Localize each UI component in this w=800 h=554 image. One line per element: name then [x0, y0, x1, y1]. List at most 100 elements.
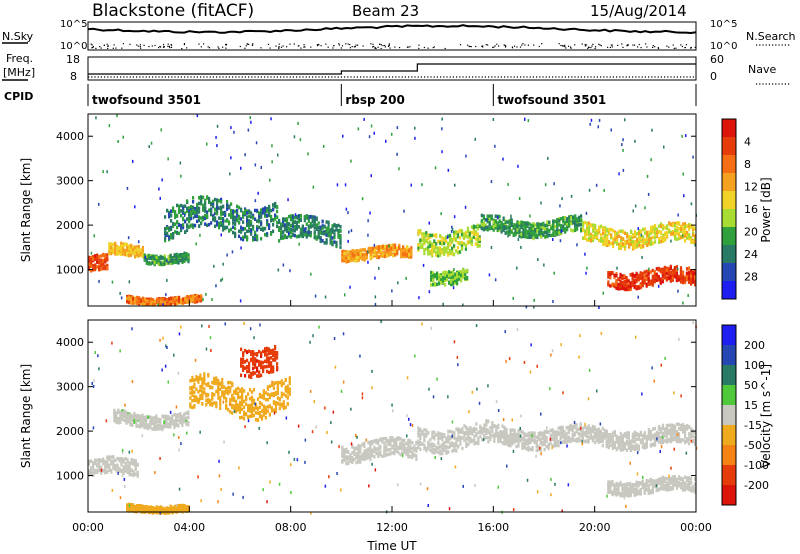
echo-cell	[425, 233, 428, 238]
echo-cell	[153, 427, 156, 431]
echo-cell	[351, 455, 354, 460]
echo-cell	[178, 298, 181, 303]
echo-cell	[248, 396, 252, 401]
echo-cell	[690, 269, 693, 273]
echo-cell	[564, 227, 567, 231]
echo-cell	[112, 242, 115, 247]
echo-cell	[155, 418, 158, 422]
echo-cell	[175, 257, 178, 261]
echo-cell	[408, 255, 411, 259]
echo-cell	[106, 253, 109, 257]
echo-cell	[317, 225, 320, 229]
echo-cell	[248, 222, 251, 226]
echo-cell	[303, 233, 306, 237]
scatter-echo	[516, 266, 518, 270]
echo-cell	[108, 465, 111, 469]
noise-search-dot	[372, 46, 374, 48]
echo-cell	[396, 249, 399, 254]
echo-cell	[250, 350, 253, 354]
echo-cell	[204, 216, 207, 221]
echo-cell	[150, 298, 153, 302]
echo-cell	[400, 247, 403, 252]
echo-cell	[644, 227, 647, 231]
echo-cell	[262, 369, 265, 374]
echo-cell	[130, 468, 133, 472]
echo-cell	[256, 418, 260, 422]
echo-cell	[205, 402, 208, 407]
echo-cell	[419, 245, 422, 249]
echo-cell	[227, 408, 230, 412]
echo-cell	[134, 467, 137, 472]
echo-cell	[582, 236, 585, 240]
echo-cell	[169, 259, 172, 263]
echo-cell	[607, 271, 610, 275]
echo-cell	[282, 217, 285, 221]
echo-cell	[100, 258, 103, 263]
echo-cell	[280, 235, 283, 239]
echo-cell	[152, 303, 155, 307]
scatter-echo	[226, 253, 228, 257]
echo-cell	[168, 226, 171, 230]
echo-cell	[234, 221, 237, 226]
echo-cell	[343, 452, 346, 457]
echo-cell	[466, 235, 469, 239]
scatter-echo	[474, 137, 476, 141]
echo-cell	[647, 279, 650, 283]
echo-cell	[692, 233, 695, 237]
echo-cell	[186, 228, 189, 233]
echo-cell	[518, 221, 521, 225]
echo-cell	[506, 226, 509, 230]
echo-cell	[596, 228, 599, 233]
noise-search-dot	[654, 46, 656, 48]
echo-cell	[212, 214, 215, 218]
echo-cell	[237, 391, 240, 395]
scatter-echo	[682, 172, 684, 176]
echo-cell	[285, 229, 289, 233]
echo-cell	[178, 204, 181, 208]
echo-cell	[231, 411, 234, 415]
scatter-echo	[367, 260, 369, 264]
echo-cell	[534, 233, 537, 237]
echo-cell	[430, 270, 433, 275]
echo-cell	[179, 419, 182, 423]
scatter-echo	[148, 145, 150, 149]
echo-cell	[120, 457, 123, 461]
colorbar-tick-label: 24	[744, 248, 758, 261]
echo-cell	[129, 250, 133, 254]
echo-cell	[690, 277, 693, 281]
scatter-echo	[622, 168, 625, 172]
echo-cell	[170, 233, 173, 238]
echo-cell	[120, 252, 123, 257]
echo-cell	[187, 420, 190, 425]
echo-cell	[365, 452, 368, 456]
scatter-echo	[122, 135, 124, 139]
scatter-echo	[586, 266, 588, 270]
echo-cell	[252, 413, 256, 418]
noise-search-dot	[584, 45, 586, 47]
echo-cell	[232, 216, 235, 220]
echo-cell	[192, 223, 195, 227]
scatter-echo	[179, 161, 182, 165]
echo-cell	[574, 228, 577, 232]
echo-cell	[92, 256, 95, 261]
echo-cell	[164, 238, 167, 243]
echo-cell	[369, 256, 372, 260]
echo-cell	[394, 253, 397, 257]
echo-cell	[88, 462, 91, 466]
echo-cell	[270, 370, 273, 374]
noise-search-dot	[379, 43, 381, 45]
echo-cell	[390, 246, 393, 251]
echo-cell	[345, 448, 348, 452]
echo-cell	[250, 357, 253, 362]
scatter-echo	[239, 299, 242, 303]
echo-cell	[449, 249, 452, 253]
echo-cell	[309, 215, 312, 219]
echo-cell	[604, 228, 607, 232]
echo-cell	[609, 284, 612, 288]
echo-cell	[662, 239, 665, 243]
echo-cell	[125, 416, 128, 420]
echo-cell	[402, 245, 405, 249]
echo-cell	[526, 224, 529, 228]
echo-cell	[272, 348, 275, 353]
echo-cell	[192, 211, 195, 216]
